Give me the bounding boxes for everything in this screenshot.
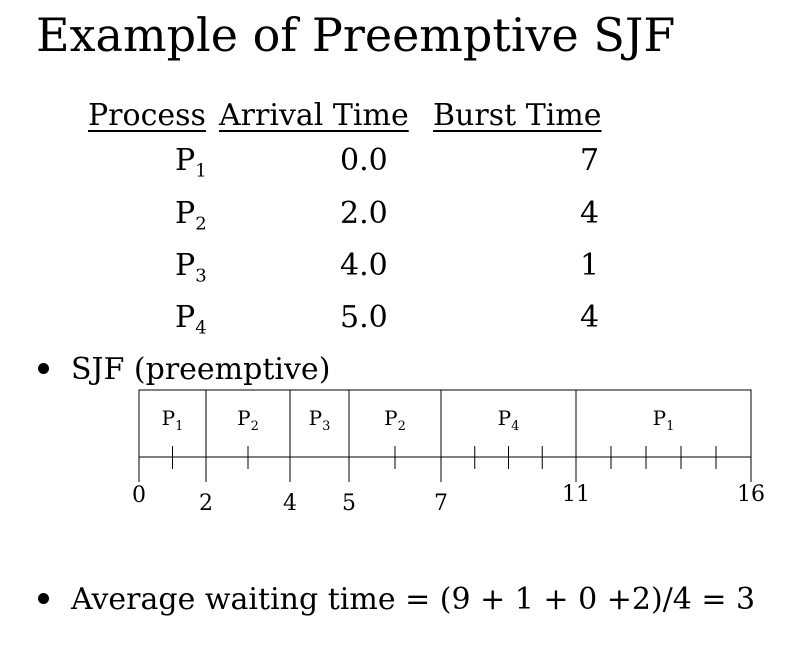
- process-cell: P1: [175, 143, 207, 182]
- segment-process: P: [653, 406, 666, 430]
- page-title: Example of Preemptive SJF: [36, 8, 676, 62]
- header-burst-time: Burst Time: [433, 98, 602, 133]
- process-cell: P4: [175, 300, 207, 339]
- gantt-segment-label: P1: [653, 406, 675, 434]
- burst-cell: 4: [580, 300, 600, 335]
- arrival-cell: 2.0: [340, 196, 388, 231]
- arrival-cell: 4.0: [340, 248, 388, 283]
- gantt-segment-label: P2: [384, 406, 406, 434]
- gantt-segment-label: P2: [237, 406, 259, 434]
- tick-label: 11: [562, 482, 590, 507]
- tick-label: 7: [434, 491, 448, 516]
- bullet-average: Average waiting time = (9 + 1 + 0 +2)/4 …: [38, 582, 755, 617]
- segment-process: P: [498, 406, 511, 430]
- bullet-sjf: SJF (preemptive): [38, 352, 330, 387]
- segment-process: P: [384, 406, 397, 430]
- arrival-cell: 5.0: [340, 300, 388, 335]
- bullet-dot-icon: [38, 362, 49, 374]
- bullet-average-text: Average waiting time = (9 + 1 + 0 +2)/4 …: [71, 582, 756, 617]
- gantt-segment-label: P3: [309, 406, 331, 434]
- segment-subscript: 4: [511, 419, 519, 434]
- bullet-dot-icon: [38, 592, 49, 604]
- segment-subscript: 1: [175, 419, 183, 434]
- burst-cell: 1: [580, 248, 600, 283]
- segment-process: P: [162, 406, 175, 430]
- tick-label: 4: [283, 491, 297, 516]
- burst-cell: 4: [580, 196, 600, 231]
- segment-subscript: 1: [666, 419, 674, 434]
- tick-label: 16: [737, 482, 765, 507]
- process-cell: P2: [175, 196, 207, 235]
- tick-label: 2: [199, 491, 213, 516]
- gantt-segment-label: P1: [162, 406, 184, 434]
- gantt-segment-label: P4: [498, 406, 520, 434]
- segment-process: P: [309, 406, 322, 430]
- bullet-sjf-text: SJF (preemptive): [71, 352, 331, 387]
- tick-label: 5: [342, 491, 356, 516]
- segment-subscript: 2: [398, 419, 406, 434]
- segment-subscript: 2: [251, 419, 259, 434]
- segment-process: P: [237, 406, 250, 430]
- arrival-cell: 0.0: [340, 143, 388, 178]
- segment-subscript: 3: [322, 419, 330, 434]
- tick-label: 0: [132, 483, 146, 508]
- process-cell: P3: [175, 248, 207, 287]
- header-process: Process: [88, 98, 206, 133]
- header-arrival-time: Arrival Time: [219, 98, 409, 133]
- burst-cell: 7: [580, 143, 600, 178]
